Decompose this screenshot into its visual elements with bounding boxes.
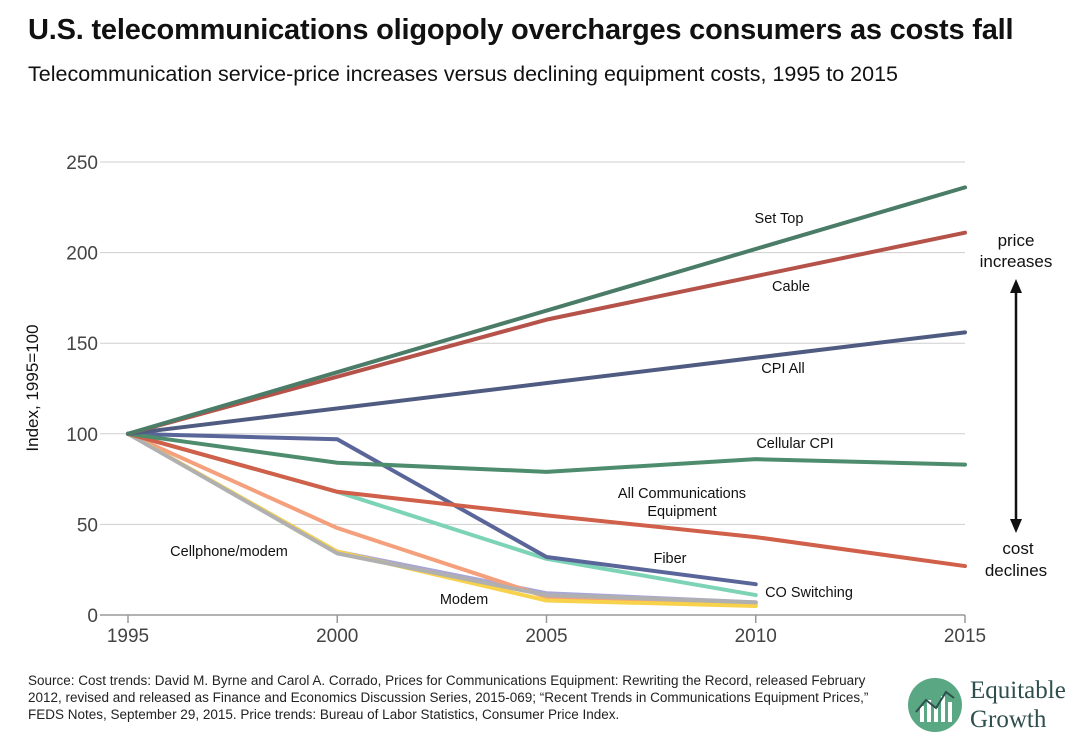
chart-subtitle: Telecommunication service-price increase… xyxy=(28,62,899,86)
x-tick-1995: 1995 xyxy=(107,626,149,647)
series-label-co-switching: CO Switching xyxy=(765,585,853,601)
series-label-cellphone-modem: Cellphone/modem xyxy=(170,544,288,560)
chart-title: U.S. telecommunications oligopoly overch… xyxy=(28,14,1014,46)
logo-line-2: Growth xyxy=(970,706,1047,733)
annotation-price: price xyxy=(998,231,1035,250)
y-tick-150: 150 xyxy=(66,334,98,355)
x-tick-labels: 1995 2000 2005 2010 2015 xyxy=(107,626,986,647)
series-label-modem: Modem xyxy=(440,592,488,608)
source-note: Source: Cost trends: David M. Byrne and … xyxy=(28,673,869,722)
annotation-cost: cost xyxy=(1002,539,1033,558)
y-axis-label: Index, 1995=100 xyxy=(23,324,42,451)
direction-annotation: price increases cost declines xyxy=(980,231,1053,580)
annotation-declines: declines xyxy=(985,561,1047,580)
y-tick-0: 0 xyxy=(87,606,98,627)
series-line-cellphone-modem xyxy=(126,431,758,605)
series-lines xyxy=(126,185,967,608)
y-tick-200: 200 xyxy=(66,244,98,265)
logo-line-1: Equitable xyxy=(970,677,1066,704)
series-line-cpi-all xyxy=(126,330,967,436)
y-tick-50: 50 xyxy=(77,515,98,536)
x-tick-2000: 2000 xyxy=(316,626,358,647)
series-label-fiber: Fiber xyxy=(653,551,686,567)
series-line-cable xyxy=(126,230,967,436)
x-tick-2010: 2010 xyxy=(735,626,777,647)
y-tick-250: 250 xyxy=(66,153,98,174)
x-tick-2015: 2015 xyxy=(944,626,986,647)
series-label-all-communications-equipment: All Communications Equipment xyxy=(618,486,746,520)
annotation-increases: increases xyxy=(980,252,1053,271)
grid-lines xyxy=(100,161,966,623)
arrow-down-head xyxy=(1010,519,1022,533)
y-tick-100: 100 xyxy=(66,425,98,446)
series-line-cellular-cpi xyxy=(126,431,967,474)
line-chart: 1995 2000 2005 2010 2015 0 50 100 150 200 250 Set… xyxy=(23,153,1053,647)
arrow-up-head xyxy=(1010,279,1022,293)
equitable-growth-logo: Equitable Growth xyxy=(908,672,1073,746)
y-tick-labels: 0 50 100 150 200 250 xyxy=(66,153,98,627)
series-label-cellular-cpi: Cellular CPI xyxy=(756,436,833,452)
series-label-set-top: Set Top xyxy=(755,211,804,227)
series-label-cable: Cable xyxy=(772,279,810,295)
series-label-cpi-all: CPI All xyxy=(761,361,805,377)
series-line-all-communications-equipment xyxy=(126,431,967,569)
series-line-set-top xyxy=(126,185,967,436)
x-tick-2005: 2005 xyxy=(525,626,567,647)
series-line-fiber xyxy=(126,431,758,587)
growth-logo-icon xyxy=(908,678,962,732)
series-labels: Set Top Cable CPI All Cellular CPI All Commu… xyxy=(170,211,853,608)
